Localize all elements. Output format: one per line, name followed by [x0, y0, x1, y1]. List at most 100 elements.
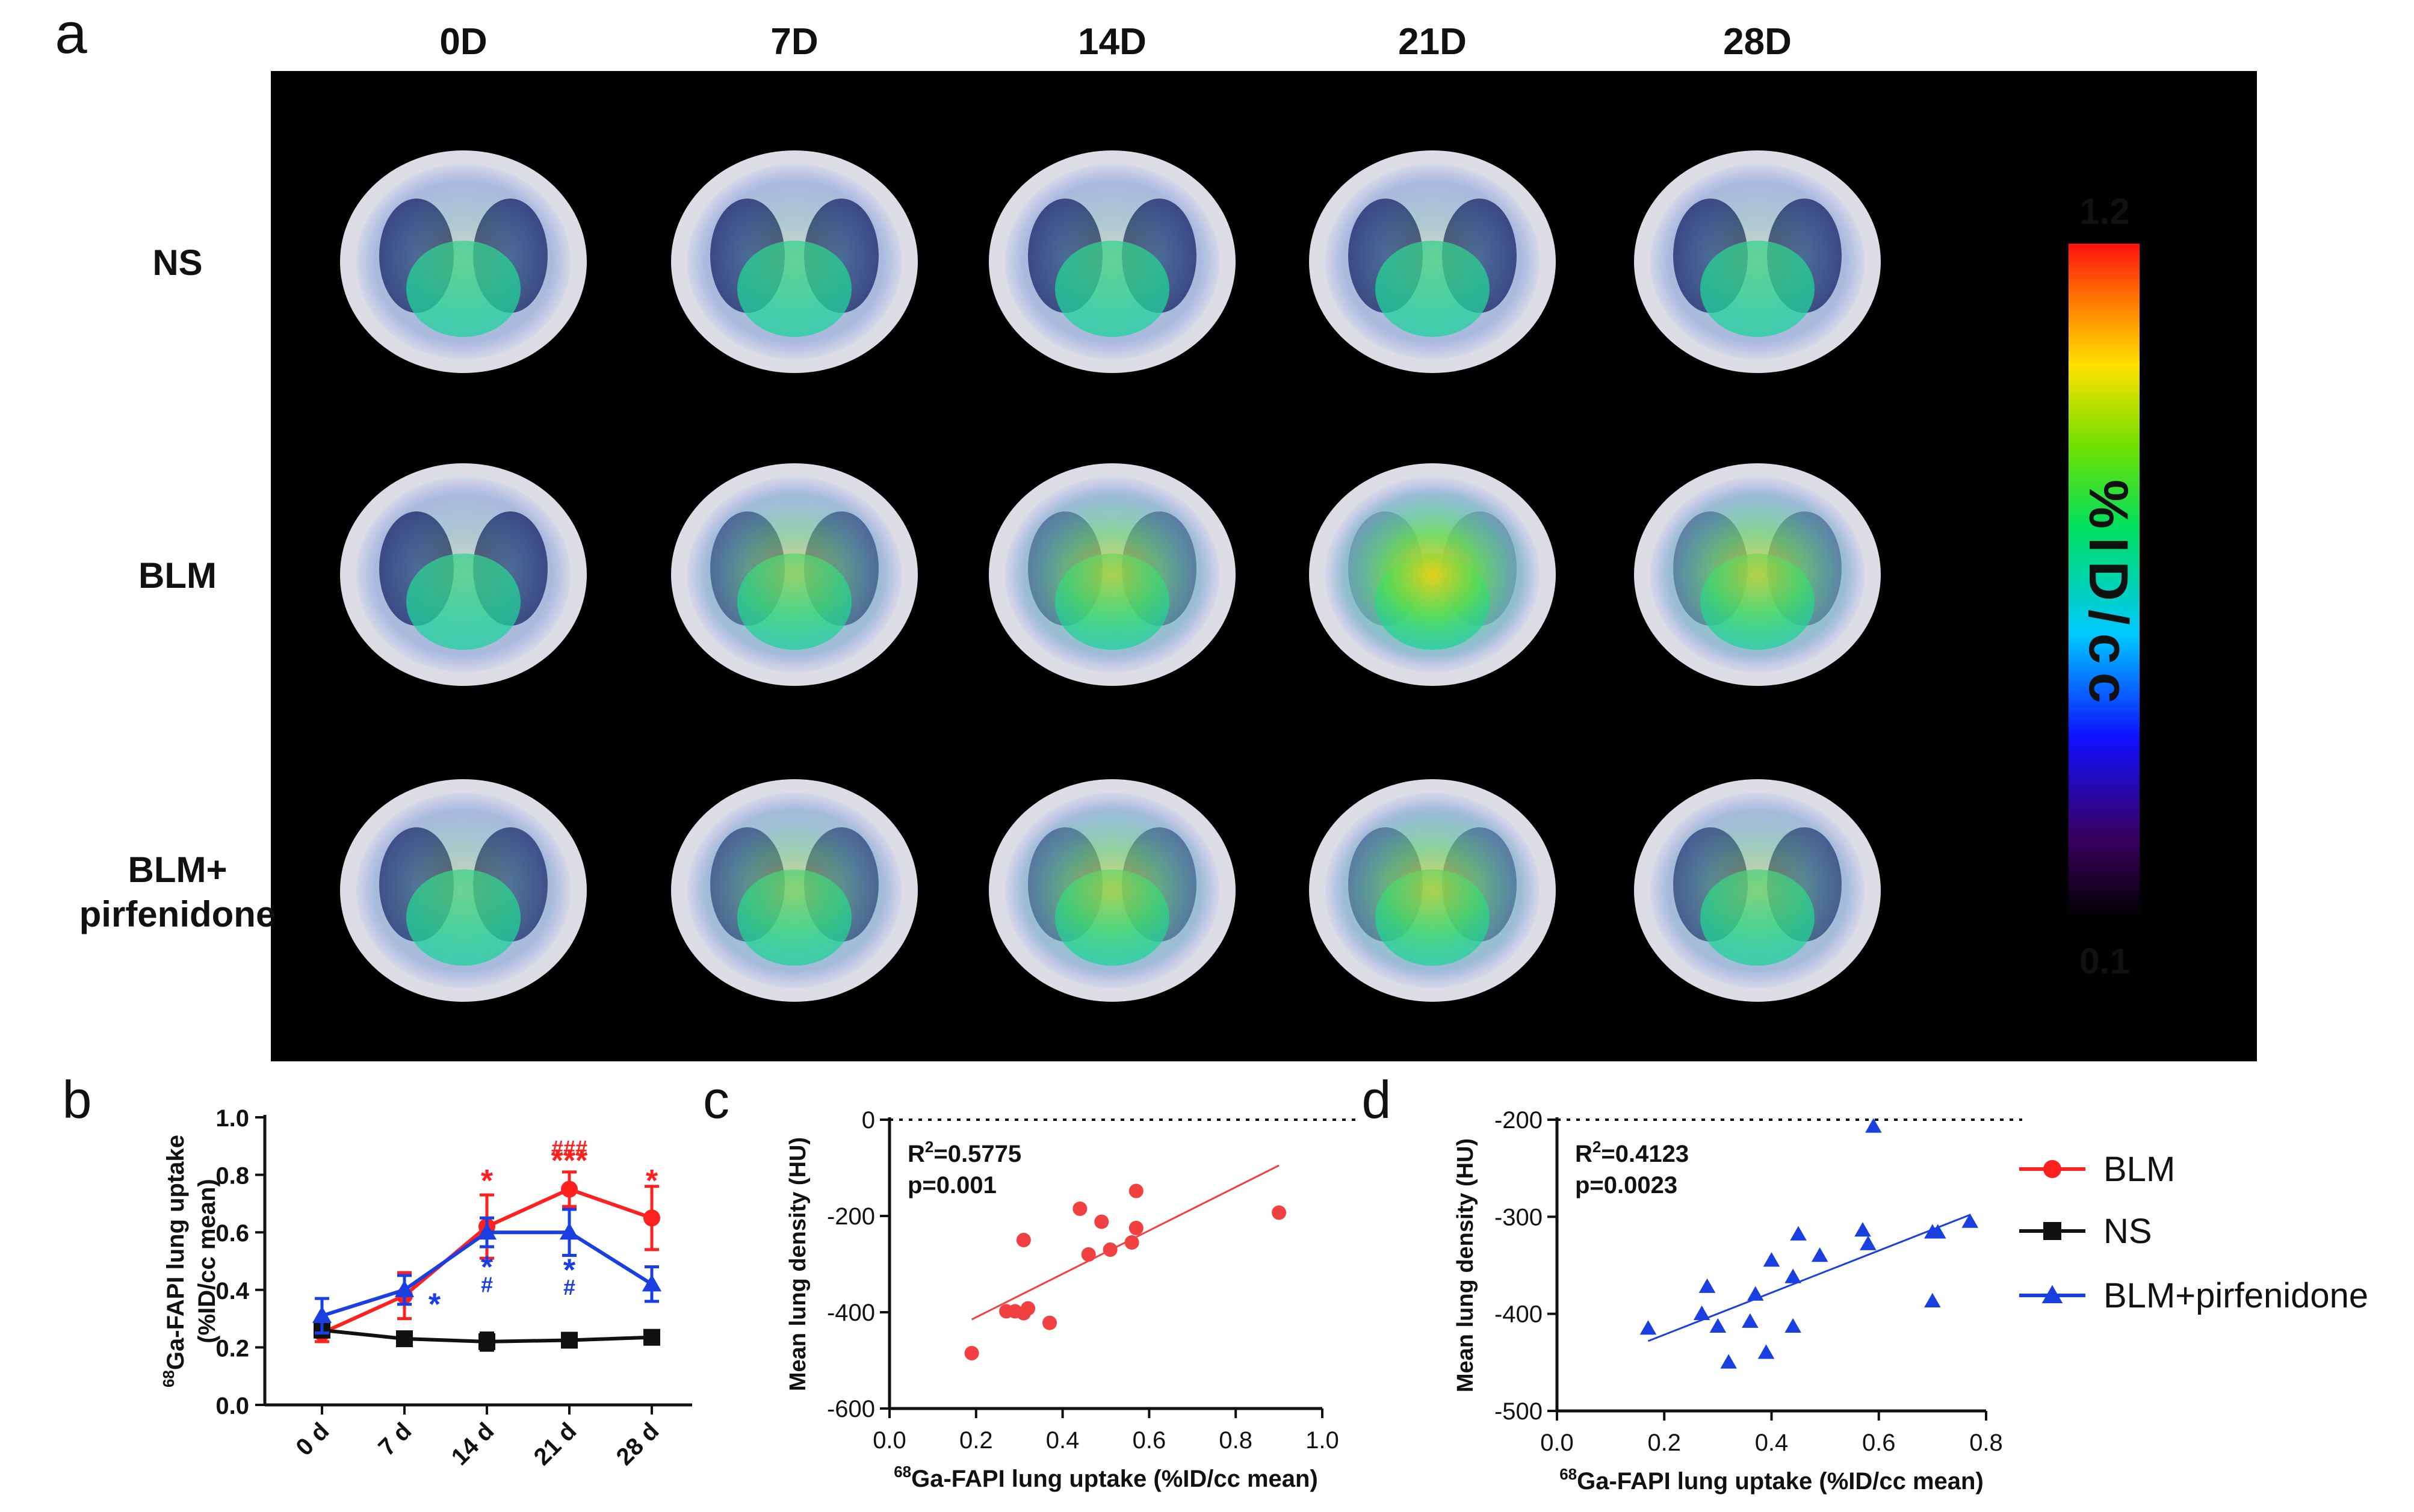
data-point [1081, 1247, 1096, 1262]
x-tick-label: 0.2 [1647, 1430, 1681, 1456]
x-tick-label: 28 d [611, 1418, 664, 1470]
pet-ct-scan [1309, 779, 1556, 1002]
data-point [964, 1346, 979, 1360]
series-NS [314, 1321, 660, 1352]
x-tick-label: 14 d [447, 1418, 500, 1470]
significance-mark: * [563, 1253, 576, 1288]
legend-marker [2043, 1222, 2061, 1240]
scan-tracer-uptake [361, 800, 566, 981]
data-point [1865, 1118, 1882, 1133]
scan-tracer-uptake [1655, 171, 1860, 352]
x-tick-label: 0.4 [1046, 1427, 1080, 1454]
pet-image-background [271, 71, 2257, 1061]
data-point [643, 1328, 660, 1346]
data-point [1860, 1235, 1877, 1250]
y-tick-label: -300 [1494, 1204, 1543, 1230]
y-tick-label: -600 [827, 1396, 875, 1422]
panel-b-letter: b [63, 1070, 92, 1129]
legend-marker [2043, 1160, 2061, 1178]
pet-ct-scan [989, 779, 1236, 1002]
pet-ct-scan [1634, 463, 1881, 686]
panel-letter: c [703, 1070, 729, 1129]
legend-marker [2041, 1285, 2063, 1303]
legend-label: BLM [2103, 1150, 2175, 1189]
data-point [1961, 1213, 1979, 1228]
regression-line [1647, 1214, 1970, 1342]
pet-ct-scan [671, 150, 918, 373]
y-tick-label: 1.0 [215, 1105, 249, 1132]
x-axis-label: 68Ga-FAPI lung uptake (%ID/cc mean) [894, 1463, 1318, 1492]
pet-ct-scan [1309, 150, 1556, 373]
row-label: NS [152, 242, 202, 283]
y-tick-label: -500 [1494, 1398, 1543, 1425]
legend-label: NS [2103, 1212, 2152, 1251]
x-tick-label: 7 d [373, 1418, 416, 1461]
colorbar-min-label: 0.1 [2079, 941, 2129, 981]
data-point [1128, 1183, 1144, 1199]
scan-tracer-uptake [692, 484, 897, 665]
colorbar-unit-label: %ID/cc [2078, 480, 2139, 712]
data-point [642, 1274, 662, 1292]
row-label: pirfenidone [79, 894, 276, 934]
significance-mark: * [481, 1250, 494, 1285]
y-tick-label: -400 [827, 1300, 875, 1326]
column-header: 14D [1078, 21, 1147, 63]
x-tick-label: 0.6 [1133, 1427, 1166, 1454]
pet-ct-scan [1309, 463, 1556, 686]
legend: BLM NS BLM+pirfenidone [2019, 1150, 2368, 1315]
scan-tracer-uptake [1010, 800, 1215, 981]
y-tick-label: 0.6 [215, 1220, 249, 1247]
x-tick-label: 0.0 [1540, 1430, 1574, 1456]
data-point [1757, 1344, 1775, 1359]
scan-tracer-uptake [1010, 171, 1215, 352]
data-point [1811, 1247, 1828, 1262]
y-tick-label: 0.4 [215, 1278, 249, 1304]
row-label: BLM [138, 555, 217, 596]
y-tick-label: -200 [827, 1203, 875, 1230]
pet-ct-scan [340, 779, 587, 1002]
legend-item: NS [2019, 1212, 2152, 1251]
data-point [1747, 1286, 1764, 1301]
x-tick-label: 0.8 [1969, 1430, 2003, 1456]
scan-tracer-uptake [1655, 800, 1860, 981]
pet-ct-scan [989, 463, 1236, 686]
data-point [1709, 1318, 1727, 1333]
significance-mark: *** [551, 1144, 588, 1179]
scan-tracer-uptake [1010, 484, 1215, 665]
x-tick-label: 0.8 [1219, 1427, 1252, 1454]
data-point [1693, 1305, 1710, 1321]
data-point [561, 1331, 578, 1349]
data-point [1698, 1278, 1716, 1293]
pet-ct-scan [1634, 779, 1881, 1002]
panel-a: a 0D 7D 14D 21D 28D NS BLM BLM+pirfenidone 1.2… [55, 1, 2257, 1061]
data-point [1784, 1318, 1801, 1333]
y-tick-label: -200 [1494, 1107, 1543, 1134]
y-tick-label: 0.0 [215, 1393, 249, 1419]
scan-tracer-uptake [1330, 800, 1535, 981]
legend-item: BLM+pirfenidone [2019, 1276, 2368, 1315]
y-tick-label: 0.8 [215, 1163, 249, 1190]
colorbar-max-label: 1.2 [2079, 191, 2129, 232]
pet-ct-scan [1634, 150, 1881, 373]
scan-tracer-uptake [1330, 484, 1535, 665]
pet-ct-scan [340, 150, 587, 373]
significance-mark: ### [551, 1135, 587, 1160]
data-point [396, 1330, 413, 1348]
data-point [312, 1306, 332, 1323]
pet-ct-scan [671, 779, 918, 1002]
y-axis-label: Mean lung density (HU) [1453, 1138, 1478, 1392]
x-tick-label: 0 d [291, 1418, 334, 1461]
data-point [1124, 1235, 1139, 1250]
data-point [1094, 1214, 1109, 1229]
x-tick-label: 0.0 [873, 1427, 906, 1454]
data-point [1854, 1222, 1871, 1237]
data-point [561, 1180, 578, 1198]
data-point [1784, 1268, 1801, 1283]
column-header: 28D [1723, 21, 1792, 63]
significance-mark: * [646, 1164, 658, 1199]
data-point [1742, 1313, 1759, 1328]
data-point [1790, 1226, 1807, 1241]
pet-ct-scan [671, 463, 918, 686]
data-point [559, 1223, 580, 1240]
